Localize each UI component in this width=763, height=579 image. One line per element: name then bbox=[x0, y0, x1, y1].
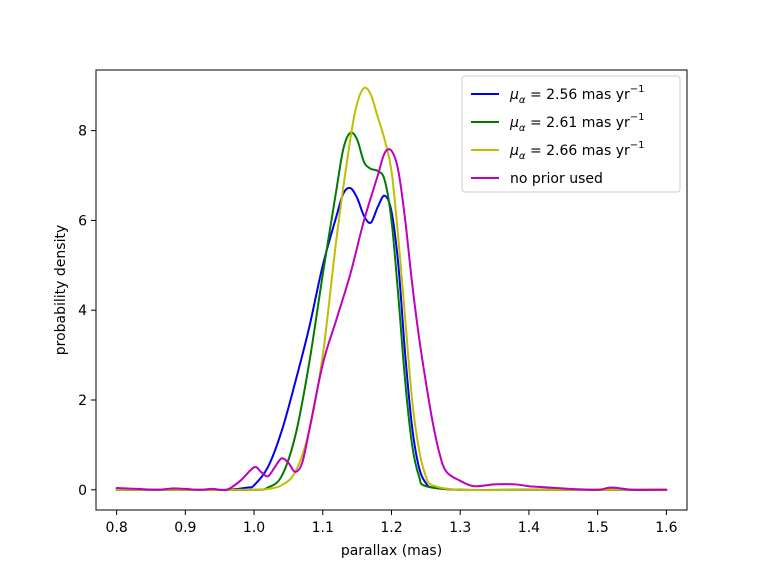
legend-superscript: −1 bbox=[630, 140, 645, 151]
series-line-4 bbox=[115, 148, 668, 492]
legend-subscript: α bbox=[519, 123, 526, 134]
y-tick-label: 4 bbox=[78, 303, 87, 319]
y-axis-label: probability density bbox=[53, 225, 69, 355]
y-tick-label: 6 bbox=[78, 213, 87, 229]
x-tick-label: 1.4 bbox=[518, 520, 540, 536]
x-tick-label: 1.2 bbox=[380, 520, 402, 536]
legend-value: = 2.61 mas yr bbox=[526, 115, 630, 131]
legend-label: no prior used bbox=[510, 171, 603, 187]
series-layer bbox=[115, 86, 668, 492]
legend-subscript: α bbox=[519, 95, 526, 106]
legend-label: μα = 2.56 mas yr−1 bbox=[509, 84, 645, 106]
y-tick-label: 2 bbox=[78, 393, 87, 409]
legend-name: no prior used bbox=[510, 171, 603, 187]
legend-symbol: μ bbox=[509, 87, 519, 103]
x-tick-label: 1.3 bbox=[449, 520, 471, 536]
legend-superscript: −1 bbox=[630, 84, 645, 95]
series-line-3 bbox=[115, 86, 668, 492]
x-tick-label: 0.9 bbox=[174, 520, 196, 536]
x-axis-label: parallax (mas) bbox=[341, 543, 442, 559]
legend-value: = 2.66 mas yr bbox=[526, 143, 630, 159]
series-line-2 bbox=[115, 131, 668, 492]
ticks-layer: 0.8 0.9 1.0 1.1 1.2 1.3 1.4 1.5 1.6 0 2 4 6 8 bbox=[78, 124, 678, 536]
legend-label: μα = 2.61 mas yr−1 bbox=[509, 112, 645, 134]
legend-box bbox=[461, 75, 681, 193]
legend-label: μα = 2.66 mas yr−1 bbox=[509, 140, 645, 162]
legend-superscript: −1 bbox=[630, 112, 645, 123]
y-tick-label: 8 bbox=[78, 124, 87, 140]
legend-subscript: α bbox=[519, 151, 526, 162]
x-tick-label: 1.0 bbox=[243, 520, 265, 536]
x-tick-label: 1.5 bbox=[587, 520, 609, 536]
legend-symbol: μ bbox=[509, 143, 519, 159]
x-tick-label: 0.8 bbox=[105, 520, 127, 536]
legend: μα = 2.56 mas yr−1μα = 2.61 mas yr−1μα =… bbox=[461, 75, 681, 193]
legend-symbol: μ bbox=[509, 115, 519, 131]
x-tick-label: 1.1 bbox=[312, 520, 334, 536]
y-tick-label: 0 bbox=[78, 483, 87, 499]
x-tick-label: 1.6 bbox=[655, 520, 677, 536]
legend-value: = 2.56 mas yr bbox=[526, 87, 630, 103]
